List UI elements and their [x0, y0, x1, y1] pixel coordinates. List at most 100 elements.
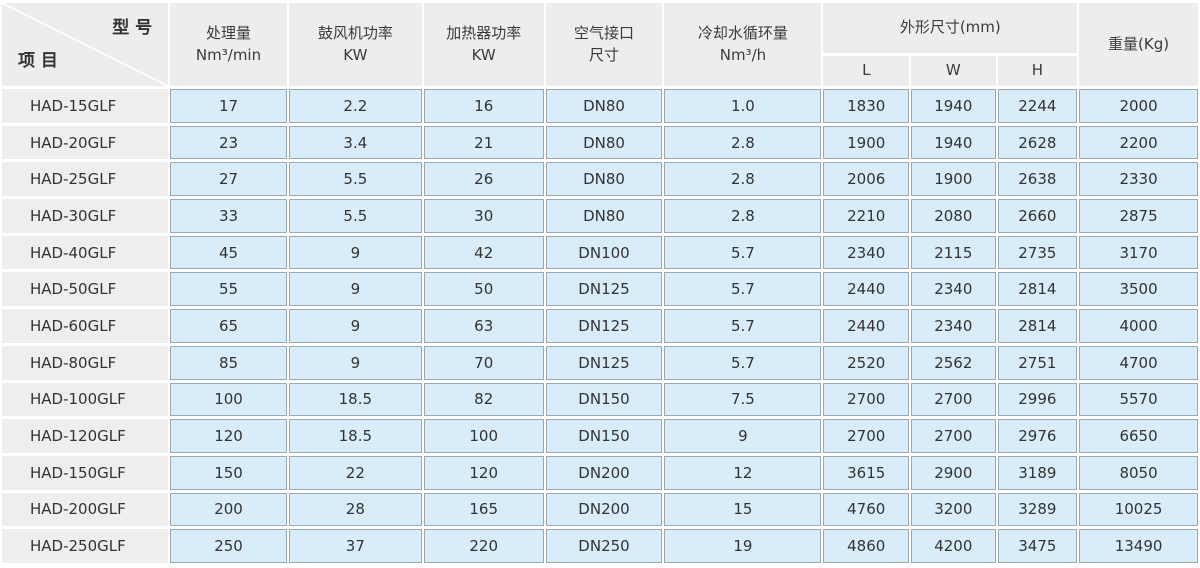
value-cell: 100: [170, 382, 287, 417]
model-cell: HAD-150GLF: [2, 455, 169, 490]
value-cell: 5.7: [664, 345, 822, 380]
table-header: 型 号 项 目 处理量 Nm³/min 鼓风机功率 KW 加热器功率 KW 空气…: [2, 3, 1198, 86]
model-cell: HAD-250GLF: [2, 529, 169, 563]
value-cell: 2562: [911, 345, 996, 380]
header-weight: 重量(Kg): [1079, 3, 1198, 86]
model-cell: HAD-200GLF: [2, 492, 169, 527]
value-cell: 2244: [997, 89, 1078, 123]
value-cell: 7.5: [664, 382, 822, 417]
value-cell: 9: [288, 235, 422, 270]
value-cell: 26: [423, 162, 544, 197]
value-cell: DN80: [545, 162, 663, 197]
value-cell: 21: [423, 125, 544, 160]
value-cell: 42: [423, 235, 544, 270]
value-cell: 2340: [911, 309, 996, 343]
value-cell: 1900: [911, 162, 996, 197]
value-cell: DN250: [545, 529, 663, 563]
value-cell: DN80: [545, 89, 663, 123]
value-cell: 3200: [911, 492, 996, 527]
header-dimensions-group: 外形尺寸(mm): [823, 3, 1078, 53]
value-cell: 18.5: [288, 382, 422, 417]
value-cell: DN150: [545, 419, 663, 453]
value-cell: DN125: [545, 345, 663, 380]
table-row: HAD-20GLF 23 3.4 21 DN80 2.8 1900 1940 2628 2200: [2, 125, 1198, 160]
value-cell: 2660: [997, 199, 1078, 233]
value-cell: 22: [288, 455, 422, 490]
value-cell: 5.7: [664, 309, 822, 343]
value-cell: 3.4: [288, 125, 422, 160]
value-cell: 2628: [997, 125, 1078, 160]
value-cell: 9: [288, 345, 422, 380]
model-cell: HAD-30GLF: [2, 199, 169, 233]
value-cell: 5.5: [288, 162, 422, 197]
value-cell: 16: [423, 89, 544, 123]
table-row: HAD-15GLF 17 2.2 16 DN80 1.0 1830 1940 2244 2000: [2, 89, 1198, 123]
table-row: HAD-250GLF 250 37 220 DN250 19 4860 4200 3475 134…: [2, 529, 1198, 563]
value-cell: 4860: [823, 529, 910, 563]
value-cell: 8050: [1079, 455, 1198, 490]
value-cell: 2900: [911, 455, 996, 490]
value-cell: 2.8: [664, 199, 822, 233]
value-cell: 2330: [1079, 162, 1198, 197]
table-row: HAD-60GLF 65 9 63 DN125 5.7 2440 2340 2814 4000: [2, 309, 1198, 343]
value-cell: 5570: [1079, 382, 1198, 417]
value-cell: 2.2: [288, 89, 422, 123]
value-cell: 63: [423, 309, 544, 343]
value-cell: 2700: [911, 382, 996, 417]
value-cell: 2700: [911, 419, 996, 453]
value-cell: 2.8: [664, 125, 822, 160]
header-cooling-water: 冷却水循环量 Nm³/h: [664, 3, 822, 86]
value-cell: 2000: [1079, 89, 1198, 123]
table-row: HAD-200GLF 200 28 165 DN200 15 4760 3200 3289 100…: [2, 492, 1198, 527]
spec-table-body: HAD-15GLF 17 2.2 16 DN80 1.0 1830 1940 2244 2000 H…: [2, 89, 1198, 563]
value-cell: 2440: [823, 309, 910, 343]
model-cell: HAD-120GLF: [2, 419, 169, 453]
value-cell: 2638: [997, 162, 1078, 197]
value-cell: DN200: [545, 492, 663, 527]
value-cell: 18.5: [288, 419, 422, 453]
value-cell: 2210: [823, 199, 910, 233]
value-cell: 4700: [1079, 345, 1198, 380]
header-cooling-water-unit: Nm³/h: [719, 45, 767, 64]
value-cell: DN80: [545, 125, 663, 160]
value-cell: 1940: [911, 89, 996, 123]
value-cell: 27: [170, 162, 287, 197]
value-cell: 33: [170, 199, 287, 233]
header-dim-l: L: [823, 56, 910, 86]
value-cell: 3615: [823, 455, 910, 490]
value-cell: 1940: [911, 125, 996, 160]
value-cell: 55: [170, 272, 287, 307]
value-cell: 2.8: [664, 162, 822, 197]
header-air-port-size: 空气接口 尺寸: [545, 3, 663, 86]
value-cell: DN125: [545, 272, 663, 307]
value-cell: 4200: [911, 529, 996, 563]
value-cell: 82: [423, 382, 544, 417]
value-cell: 120: [170, 419, 287, 453]
value-cell: 220: [423, 529, 544, 563]
value-cell: 19: [664, 529, 822, 563]
value-cell: 2700: [823, 382, 910, 417]
value-cell: 2115: [911, 235, 996, 270]
table-row: HAD-40GLF 45 9 42 DN100 5.7 2340 2115 2735 3170: [2, 235, 1198, 270]
value-cell: 28: [288, 492, 422, 527]
header-heater-power-unit: KW: [471, 45, 496, 64]
table-row: HAD-150GLF 150 22 120 DN200 12 3615 2900 3189 805…: [2, 455, 1198, 490]
header-blower-power-unit: KW: [343, 45, 368, 64]
table-row: HAD-50GLF 55 9 50 DN125 5.7 2440 2340 2814 3500: [2, 272, 1198, 307]
value-cell: 9: [288, 272, 422, 307]
header-blower-power: 鼓风机功率 KW: [288, 3, 422, 86]
value-cell: 2520: [823, 345, 910, 380]
value-cell: 9: [288, 309, 422, 343]
value-cell: 50: [423, 272, 544, 307]
header-air-port-label2: 尺寸: [588, 45, 619, 64]
value-cell: 10025: [1079, 492, 1198, 527]
table-row: HAD-30GLF 33 5.5 30 DN80 2.8 2210 2080 2660 2875: [2, 199, 1198, 233]
header-dim-w: W: [911, 56, 996, 86]
header-heater-power-label: 加热器功率: [446, 23, 522, 42]
value-cell: 17: [170, 89, 287, 123]
value-cell: 15: [664, 492, 822, 527]
model-cell: HAD-80GLF: [2, 345, 169, 380]
model-cell: HAD-100GLF: [2, 382, 169, 417]
value-cell: 4000: [1079, 309, 1198, 343]
